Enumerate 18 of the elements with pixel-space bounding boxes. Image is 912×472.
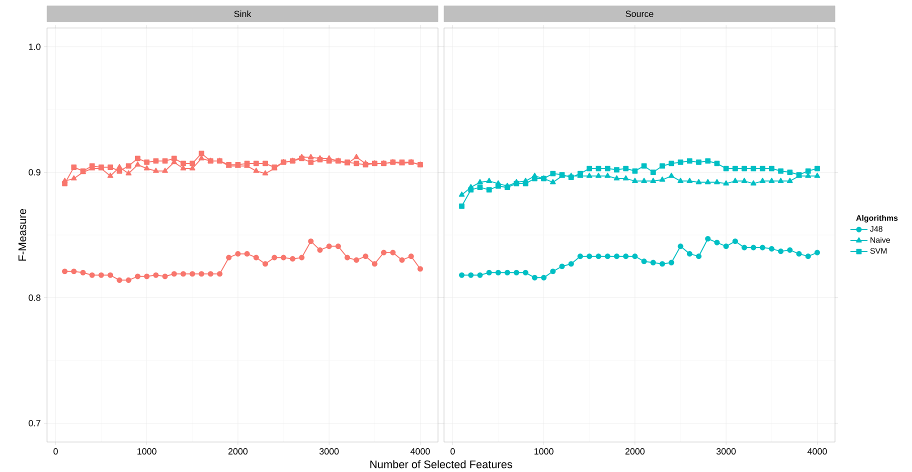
x-tick-label: 1000 [138, 448, 156, 455]
x-axis-title: Number of Selected Features [370, 460, 512, 468]
x-tick-label: 3000 [716, 448, 736, 455]
chart-title: Source [626, 10, 654, 17]
y-tick-label: 1.0 [29, 44, 40, 50]
y-axis-title: F-Measure [18, 208, 26, 261]
x-tick-label: 1000 [534, 448, 554, 455]
chart-title: Sink [234, 10, 252, 18]
x-tick-label: 4000 [410, 448, 430, 455]
x-tick-label: 4000 [807, 448, 827, 455]
x-tick-label: 0 [54, 448, 58, 455]
x-tick-label: 0 [450, 448, 455, 455]
x-tick-label: 2000 [625, 448, 645, 455]
x-tick-label: 2000 [228, 448, 248, 455]
y-tick-label: 0.9 [28, 169, 40, 176]
y-tick-label: 0.7 [28, 420, 40, 426]
y-tick-label: 0.8 [28, 294, 40, 301]
x-tick-label: 3000 [319, 448, 339, 455]
